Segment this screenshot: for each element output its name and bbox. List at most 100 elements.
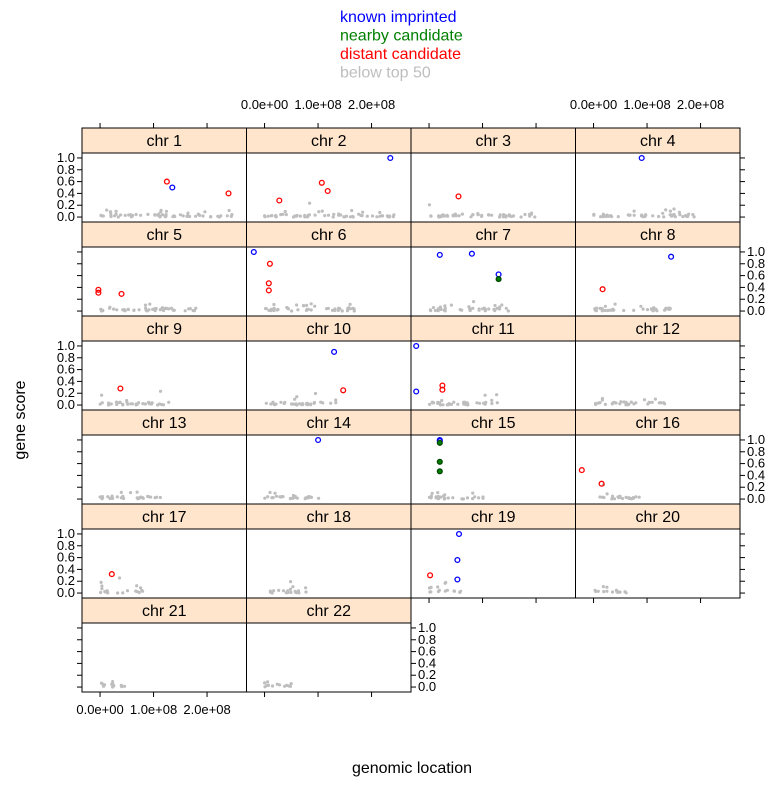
data-point-below-top-50 (637, 495, 641, 499)
data-point-below-top-50 (122, 684, 127, 688)
data-point-below-top-50 (188, 214, 192, 219)
data-point-below-top-50 (274, 494, 279, 498)
data-point-below-top-50 (610, 494, 615, 498)
data-point-below-top-50 (125, 589, 130, 593)
data-point-below-top-50 (169, 306, 173, 310)
data-point-below-top-50 (157, 402, 162, 406)
data-point-below-top-50 (603, 402, 608, 406)
data-point-below-top-50 (453, 212, 458, 216)
legend-item-distant: distant candidate (340, 46, 461, 63)
data-point-below-top-50 (490, 401, 494, 406)
data-point-below-top-50 (295, 403, 299, 407)
data-point-below-top-50 (351, 215, 355, 219)
data-point-below-top-50 (653, 397, 658, 401)
data-point-below-top-50 (657, 401, 662, 405)
data-point-below-top-50 (500, 303, 504, 307)
data-point-below-top-50 (471, 491, 475, 495)
data-point-below-top-50 (444, 580, 448, 585)
data-point-below-top-50 (639, 304, 643, 308)
panel-strip-label: chr 18 (307, 509, 352, 526)
data-point-below-top-50 (487, 307, 491, 311)
data-point-below-top-50 (149, 402, 154, 406)
panel-strip (410, 221, 576, 248)
data-point-below-top-50 (452, 589, 457, 593)
data-point-below-top-50 (121, 591, 125, 595)
data-point-below-top-50 (477, 496, 481, 500)
data-point-below-top-50 (230, 213, 234, 217)
data-point-below-top-50 (602, 214, 606, 218)
data-point-below-top-50 (167, 400, 171, 404)
data-point-below-top-50 (101, 682, 105, 686)
data-point-below-top-50 (337, 212, 341, 216)
data-point-below-top-50 (428, 308, 432, 312)
data-point-below-top-50 (270, 214, 274, 218)
data-point-below-top-50 (137, 590, 141, 595)
data-point-below-top-50 (506, 309, 510, 313)
data-point-below-top-50 (267, 308, 271, 312)
data-point-below-top-50 (313, 213, 317, 217)
data-point-below-top-50 (291, 585, 295, 589)
data-point-below-top-50 (614, 401, 618, 405)
data-point-below-top-50 (113, 214, 117, 218)
data-point-below-top-50 (655, 309, 659, 313)
data-point-below-top-50 (191, 308, 195, 313)
data-point-below-top-50 (604, 214, 608, 219)
data-point-distant (340, 387, 347, 394)
data-point-below-top-50 (276, 307, 280, 312)
data-point-below-top-50 (345, 309, 350, 313)
panel-frame (575, 152, 741, 223)
data-point-below-top-50 (622, 308, 626, 313)
data-point-below-top-50 (281, 495, 285, 499)
data-point-below-top-50 (460, 497, 464, 501)
panel-strip-label: chr 19 (471, 509, 516, 526)
data-point-below-top-50 (460, 212, 464, 216)
data-point-below-top-50 (348, 302, 352, 306)
data-point-below-top-50 (644, 213, 648, 217)
data-point-below-top-50 (661, 211, 665, 215)
y-tick-label: 0.0 (57, 397, 75, 412)
data-point-below-top-50 (125, 400, 129, 404)
data-point-below-top-50 (337, 306, 341, 310)
data-point-below-top-50 (274, 215, 278, 219)
data-point-below-top-50 (603, 308, 607, 313)
x-tick-label: 2.0e+08 (677, 97, 724, 112)
x-tick-label: 1.0e+08 (130, 702, 177, 717)
data-point-below-top-50 (306, 213, 310, 217)
data-point-below-top-50 (100, 584, 104, 588)
data-point-below-top-50 (109, 211, 113, 215)
data-point-below-top-50 (430, 491, 434, 495)
data-point-below-top-50 (441, 214, 445, 218)
y-tick-label: 0.4 (57, 561, 75, 576)
data-point-distant (265, 280, 272, 287)
data-point-below-top-50 (99, 214, 103, 218)
data-point-below-top-50 (194, 306, 198, 310)
data-point-below-top-50 (443, 306, 447, 310)
data-point-below-top-50 (304, 586, 308, 590)
data-point-below-top-50 (289, 682, 293, 686)
data-point-below-top-50 (117, 576, 122, 580)
x-axis-label: genomic location (352, 760, 472, 777)
data-point-below-top-50 (594, 306, 599, 310)
data-point-below-top-50 (272, 302, 276, 307)
data-point-below-top-50 (632, 213, 636, 217)
panel-chr-21: chr 21 (81, 597, 247, 693)
data-point-below-top-50 (203, 210, 207, 214)
data-point-below-top-50 (428, 402, 432, 406)
data-point-below-top-50 (114, 400, 119, 404)
data-point-below-top-50 (681, 215, 685, 219)
panel-strip-label: chr 3 (475, 133, 511, 150)
data-point-below-top-50 (123, 213, 127, 217)
x-tick-label: 2.0e+08 (348, 97, 395, 112)
panel-chr-15: chr 15 (410, 409, 576, 505)
data-point-below-top-50 (430, 401, 435, 405)
data-point-below-top-50 (378, 214, 382, 218)
data-point-below-top-50 (139, 586, 143, 590)
data-point-below-top-50 (436, 589, 440, 594)
data-point-below-top-50 (662, 215, 666, 219)
panel-frame (575, 528, 741, 599)
data-point-distant (578, 467, 585, 474)
data-point-known (387, 154, 394, 162)
data-point-below-top-50 (429, 214, 433, 218)
data-point-below-top-50 (144, 308, 148, 312)
